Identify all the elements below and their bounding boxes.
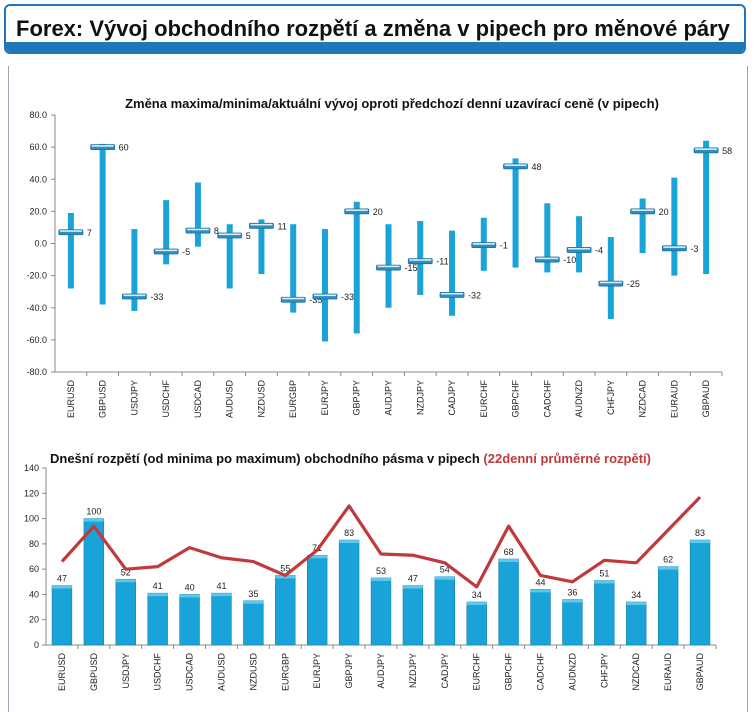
current-value-label: -3 [690,244,698,254]
current-marker-highlight [313,294,336,297]
x-tick-label: NZDUSD [256,380,266,418]
current-marker-highlight [441,292,464,295]
current-value-label: -33 [150,292,163,302]
current-marker-highlight [59,230,82,232]
current-value-label: -32 [468,290,481,300]
range-bar [131,229,138,311]
current-value-label: 11 [277,221,286,231]
current-marker-highlight [599,281,622,284]
x-tick-label: GBPUSD [98,380,108,419]
y-tick-label: -60.0 [26,335,47,345]
current-marker-highlight [345,209,368,211]
current-value-label: 58 [722,146,732,156]
current-value-label: -1 [500,241,508,251]
current-value-label: -11 [436,257,448,267]
current-value-label: 48 [532,162,542,172]
range-bar [226,224,233,289]
current-value-label: -15 [405,263,418,273]
current-value-label: -25 [627,279,640,289]
x-tick-label: AUDJPY [384,380,394,416]
current-marker-highlight [91,145,114,147]
x-tick-label: AUDUSD [225,380,235,419]
x-tick-label: GBPCHF [511,380,521,418]
x-tick-label: EURAUD [669,380,679,419]
x-tick-label: CADJPY [447,380,457,416]
range-chart-title: Změna maxima/minima/aktuální vývoj oprot… [125,96,659,111]
range-bar [512,158,519,268]
range-bar [353,201,360,334]
current-value-label: -5 [182,247,190,257]
range-bar [163,200,170,265]
current-marker-highlight [663,246,686,248]
x-tick-label: CADCHF [542,379,552,417]
current-value-label: 60 [119,143,129,153]
range-bar [321,229,328,342]
x-tick-label: EURJPY [320,380,330,416]
x-tick-label: EURCHF [479,379,489,417]
current-value-label: 20 [373,207,383,217]
y-tick-label: 40.0 [29,174,47,184]
current-marker-highlight [504,164,527,166]
x-tick-label: USDJPY [129,380,139,416]
range-bar [607,237,614,319]
range-bar [67,212,74,289]
current-value-label: 20 [659,207,669,217]
current-marker-highlight [123,294,146,297]
x-tick-label: NZDJPY [415,380,425,415]
range-bar [576,216,583,273]
current-marker-highlight [695,148,718,150]
x-tick-label: EURUSD [66,380,76,419]
current-value-label: -33 [341,292,354,302]
current-marker-highlight [377,265,400,268]
x-tick-label: NZDCAD [638,380,648,418]
current-marker-highlight [472,243,495,245]
current-marker-highlight [536,257,559,260]
range-bar [671,177,678,276]
range-bar [194,182,201,247]
y-tick-label: -20.0 [26,271,47,281]
range-bar [639,198,646,254]
current-marker-highlight [250,223,273,226]
y-tick-label: 80.0 [29,110,47,120]
range-bar [417,221,424,295]
page-header: Forex: Vývoj obchodního rozpětí a změna … [4,4,746,54]
range-bar [99,143,106,305]
x-tick-label: CHFJPY [606,380,616,415]
x-tick-label: USDCAD [193,380,203,419]
x-tick-label: EURGBP [288,380,298,418]
current-value-label: -10 [563,255,576,265]
range-bar [290,224,297,313]
current-marker-highlight [282,297,305,300]
x-tick-label: USDCHF [161,379,171,417]
y-tick-label: 0.0 [34,239,47,249]
page-title: Forex: Vývoj obchodního rozpětí a změna … [16,16,730,41]
current-value-label: 7 [87,228,92,238]
current-value-label: 5 [246,231,251,241]
current-value-label: -4 [595,245,603,255]
current-value-label: -35 [309,295,322,305]
range-bar [544,203,551,273]
range-bar [703,140,710,275]
x-tick-label: GBPJPY [352,380,362,416]
charts-panel [8,66,748,712]
current-marker-highlight [568,247,591,250]
y-tick-label: -40.0 [26,303,47,313]
current-marker-highlight [218,233,241,236]
range-bar [258,219,265,275]
header-accent-bar [6,42,744,52]
current-marker-highlight [409,259,432,261]
current-marker-highlight [155,249,178,252]
current-marker-highlight [631,209,654,211]
y-tick-label: -80.0 [26,367,47,377]
range-bar [449,230,456,316]
y-tick-label: 20.0 [29,206,47,216]
x-tick-label: GBPAUD [701,380,711,418]
current-value-label: 8 [214,226,219,236]
y-tick-label: 60.0 [29,142,47,152]
current-marker-highlight [186,228,209,231]
x-tick-label: AUDNZD [574,380,584,418]
